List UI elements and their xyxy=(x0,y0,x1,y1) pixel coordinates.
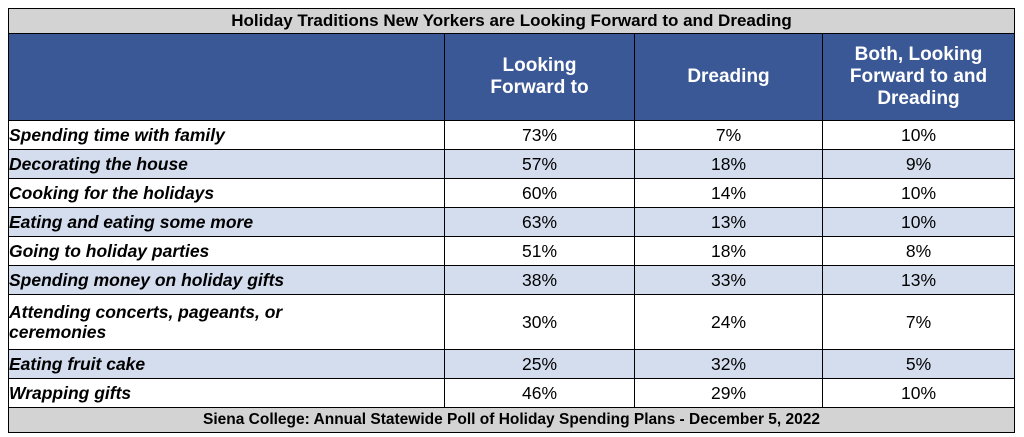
table-row: Wrapping gifts 46% 29% 10% xyxy=(8,378,1015,408)
value-both: 5% xyxy=(822,349,1015,379)
table-row: Cooking for the holidays 60% 14% 10% xyxy=(8,178,1015,208)
row-label: Decorating the house xyxy=(8,149,445,179)
source-note: Siena College: Annual Statewide Poll of … xyxy=(8,407,1015,433)
value-dreading: 29% xyxy=(634,378,823,408)
row-label: Eating fruit cake xyxy=(8,349,445,379)
value-looking-forward: 51% xyxy=(444,236,635,266)
value-looking-forward: 46% xyxy=(444,378,635,408)
value-both: 10% xyxy=(822,378,1015,408)
value-looking-forward: 25% xyxy=(444,349,635,379)
row-label: Spending money on holiday gifts xyxy=(8,265,445,295)
table-title: Holiday Traditions New Yorkers are Looki… xyxy=(8,8,1015,34)
value-looking-forward: 30% xyxy=(444,294,635,350)
value-both: 7% xyxy=(822,294,1015,350)
table-row: Spending time with family 73% 7% 10% xyxy=(8,120,1015,150)
value-both: 13% xyxy=(822,265,1015,295)
value-looking-forward: 38% xyxy=(444,265,635,295)
table-row: Eating fruit cake 25% 32% 5% xyxy=(8,349,1015,379)
value-dreading: 33% xyxy=(634,265,823,295)
value-looking-forward: 57% xyxy=(444,149,635,179)
value-both: 8% xyxy=(822,236,1015,266)
value-dreading: 7% xyxy=(634,120,823,150)
column-header-looking-forward: Looking Forward to xyxy=(444,33,635,121)
table-row: Eating and eating some more 63% 13% 10% xyxy=(8,207,1015,237)
value-looking-forward: 63% xyxy=(444,207,635,237)
table-row: Decorating the house 57% 18% 9% xyxy=(8,149,1015,179)
value-dreading: 32% xyxy=(634,349,823,379)
row-label: Spending time with family xyxy=(8,120,445,150)
header-row: Looking Forward to Dreading Both, Lookin… xyxy=(8,33,1015,121)
row-label: Wrapping gifts xyxy=(8,378,445,408)
value-looking-forward: 73% xyxy=(444,120,635,150)
table-row: Attending concerts, pageants, or ceremon… xyxy=(8,294,1015,350)
value-both: 10% xyxy=(822,178,1015,208)
value-both: 10% xyxy=(822,120,1015,150)
value-dreading: 18% xyxy=(634,236,823,266)
column-header-both: Both, Looking Forward to and Dreading xyxy=(822,33,1015,121)
row-label: Attending concerts, pageants, or ceremon… xyxy=(8,294,445,350)
table-row: Going to holiday parties 51% 18% 8% xyxy=(8,236,1015,266)
column-header-dreading: Dreading xyxy=(634,33,823,121)
value-dreading: 14% xyxy=(634,178,823,208)
value-both: 9% xyxy=(822,149,1015,179)
column-header-label: Looking Forward to xyxy=(490,55,589,98)
value-dreading: 13% xyxy=(634,207,823,237)
value-dreading: 24% xyxy=(634,294,823,350)
value-looking-forward: 60% xyxy=(444,178,635,208)
poll-table: Holiday Traditions New Yorkers are Looki… xyxy=(8,8,1015,433)
column-header-blank xyxy=(8,33,445,121)
value-both: 10% xyxy=(822,207,1015,237)
footer-row: Siena College: Annual Statewide Poll of … xyxy=(8,407,1015,433)
value-dreading: 18% xyxy=(634,149,823,179)
row-label: Cooking for the holidays xyxy=(8,178,445,208)
title-row: Holiday Traditions New Yorkers are Looki… xyxy=(8,8,1015,34)
row-label: Going to holiday parties xyxy=(8,236,445,266)
table-row: Spending money on holiday gifts 38% 33% 13% xyxy=(8,265,1015,295)
row-label: Eating and eating some more xyxy=(8,207,445,237)
column-header-label: Both, Looking Forward to and Dreading xyxy=(849,44,988,109)
